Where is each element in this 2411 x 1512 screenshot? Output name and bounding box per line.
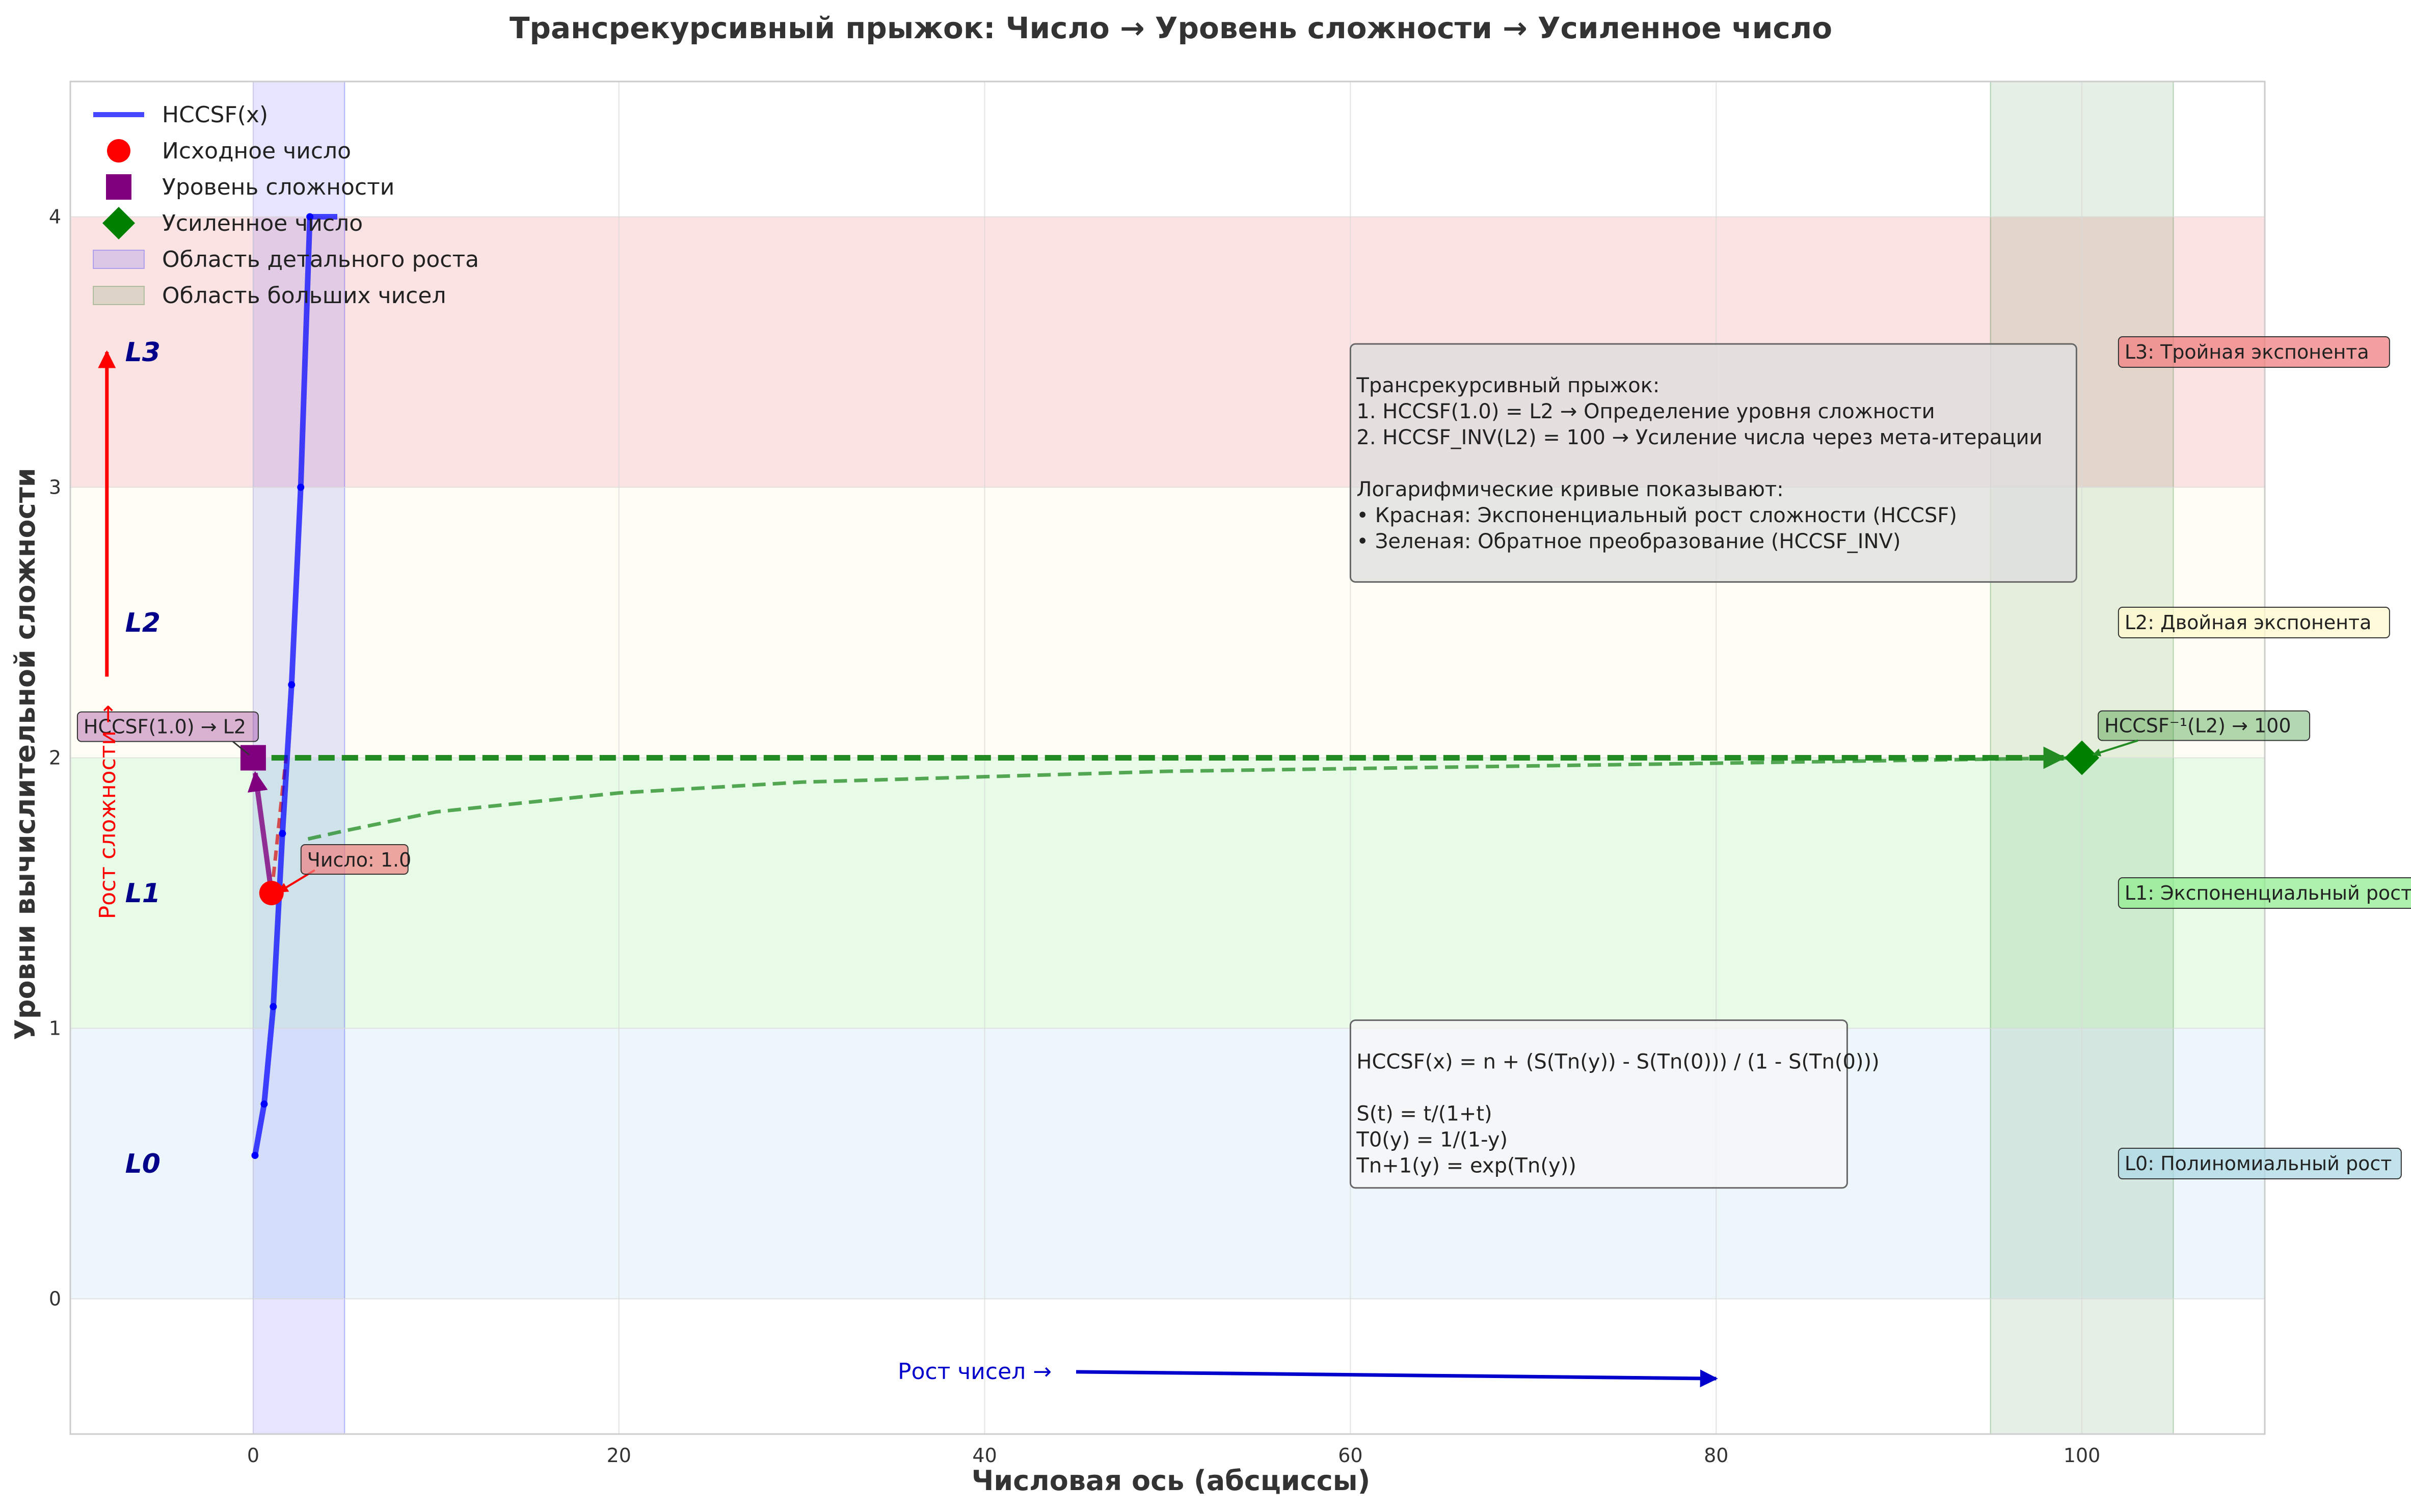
hccsf-point — [288, 681, 296, 689]
hccsf-line — [252, 214, 338, 1156]
hccsf-point — [306, 213, 314, 221]
legend-diamond-swatch — [102, 207, 135, 239]
input-number-marker — [259, 881, 284, 905]
complexity-growth-label: Рост сложности → — [95, 705, 121, 919]
hccsf-point — [270, 1003, 277, 1011]
level-label-l0: L0 — [125, 1149, 160, 1179]
plot-frame — [69, 80, 2266, 1435]
amplified-annotation-box — [2098, 710, 2311, 741]
hccsf-point — [279, 830, 286, 838]
level-pointer — [232, 741, 250, 755]
formula-line: S(t) = t/(1+t) — [1356, 1102, 1492, 1126]
level-desc-text: L1: Экспоненциальный рост — [2125, 882, 2411, 904]
info-line: • Красная: Экспоненциальный рост сложнос… — [1356, 504, 1957, 527]
legend-label: Область детального роста — [162, 247, 479, 273]
info-line: 2. HCCSF_INV(L2) = 100 → Усиление числа … — [1356, 426, 2042, 449]
number-growth-label: Рост чисел → — [898, 1359, 1052, 1385]
amplified-annotation-text: HCCSF⁻¹(L2) → 100 — [2104, 715, 2291, 737]
hccsf-point — [297, 483, 305, 491]
legend-circle-swatch — [107, 139, 130, 163]
y-tick-label: 1 — [49, 1017, 61, 1040]
level-label-l2: L2 — [125, 608, 160, 638]
y-tick-label: 0 — [49, 1288, 61, 1310]
level-desc-box — [2118, 877, 2411, 909]
level-annotation-text: HCCSF(1.0) → L2 — [84, 716, 246, 738]
info-line: Логарифмические кривые показывают: — [1356, 478, 1783, 501]
info-box — [1349, 343, 2077, 583]
hccsf-point — [251, 1152, 259, 1159]
legend-label: Усиленное число — [162, 210, 363, 236]
legend-label: Уровень сложности — [162, 174, 394, 200]
y-tick-label: 4 — [49, 206, 61, 228]
y-tick-label: 3 — [49, 476, 61, 499]
x-axis-label: Числовая ось (абсциссы) — [972, 1465, 1371, 1497]
legend-label: HCCSF(x) — [162, 102, 268, 128]
x-tick-label: 60 — [1338, 1444, 1362, 1467]
number-growth-arrow — [1076, 1369, 1718, 1388]
plot-area: 0 20 40 60 80 100 0 1 2 3 4 L0 L0: Полиномиальный ро… — [49, 80, 2411, 1467]
level-desc-text: L2: Двойная экспонента — [2125, 611, 2372, 634]
level-desc-text: L3: Тройная экспонента — [2125, 341, 2369, 363]
legend: HCCSF(x) Исходное число Уровень сложности У… — [93, 102, 479, 309]
complexity-level-marker — [240, 745, 266, 771]
legend-square-swatch — [106, 174, 131, 200]
amplified-number-marker — [2065, 740, 2100, 775]
legend-patch-swatch — [93, 286, 145, 305]
hccsf-point — [260, 1100, 268, 1108]
info-line: 1. HCCSF(1.0) = L2 → Определение уровня … — [1356, 400, 1935, 423]
level-label-l3: L3 — [125, 337, 160, 368]
amplified-pointer — [2092, 739, 2138, 757]
x-tick-label: 0 — [247, 1444, 259, 1467]
level-band-l0 — [70, 1028, 2265, 1299]
chart-title: Трансрекурсивный прыжок: Число → Уровень… — [510, 11, 1832, 45]
y-tick-label: 2 — [49, 747, 61, 769]
level-arrow — [247, 771, 274, 894]
formula-box — [1349, 1019, 1848, 1189]
y-axis-label: Уровни вычислительной сложности — [9, 468, 41, 1040]
level-desc-box — [2118, 607, 2390, 638]
level-annotation-box — [76, 711, 259, 742]
legend-label: Исходное число — [162, 138, 351, 164]
info-line: Трансрекурсивный прыжок: — [1356, 374, 1659, 397]
input-annotation-text: Число: 1.0 — [307, 849, 412, 871]
legend-patch-swatch — [93, 250, 145, 269]
info-line: • Зеленая: Обратное преобразование (HCCS… — [1356, 530, 1900, 553]
x-tick-label: 80 — [1704, 1444, 1728, 1467]
x-tick-label: 40 — [972, 1444, 997, 1467]
level-desc-box — [2118, 336, 2390, 368]
input-annotation-box — [300, 844, 409, 875]
level-desc-text: L0: Полиномиальный рост — [2125, 1152, 2392, 1175]
x-tick-label: 100 — [2064, 1444, 2101, 1467]
legend-label: Область больших чисел — [162, 283, 446, 309]
level-label-l1: L1 — [125, 878, 160, 909]
x-tick-label: 20 — [607, 1444, 631, 1467]
level-desc-box — [2118, 1148, 2402, 1179]
formula-line: Tn+1(y) = exp(Tn(y)) — [1356, 1154, 1576, 1178]
formula-line: HCCSF(x) = n + (S(Tn(y)) - S(Tn(0))) / (… — [1356, 1050, 1879, 1074]
level-band-l1 — [70, 758, 2265, 1029]
formula-line: T0(y) = 1/(1-y) — [1356, 1128, 1508, 1152]
